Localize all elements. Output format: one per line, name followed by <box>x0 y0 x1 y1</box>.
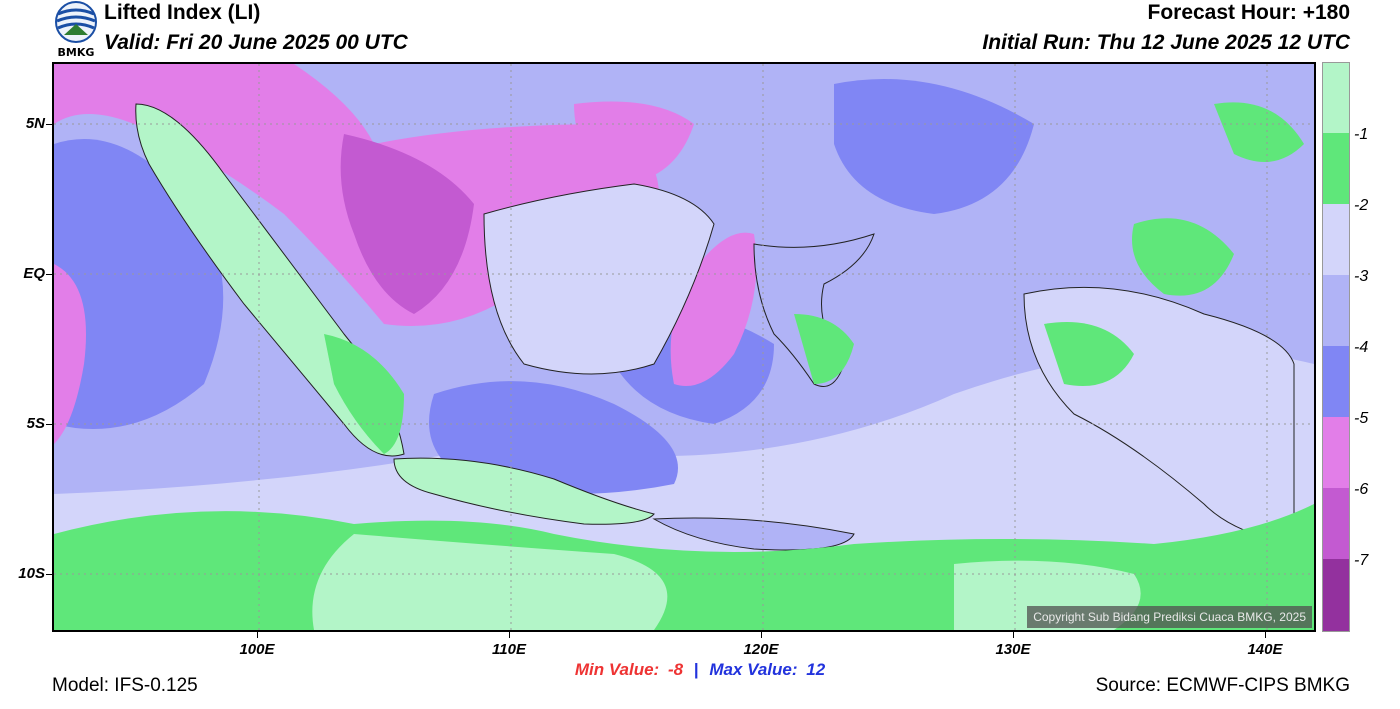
valid-time: Valid: Fri 20 June 2025 00 UTC <box>104 31 408 54</box>
min-value-label: Min Value: <box>574 660 660 679</box>
lon-label-140e: 140E <box>1247 641 1283 658</box>
colorbar-segment <box>1323 204 1349 275</box>
colorbar-segment <box>1323 559 1349 631</box>
colorbar-segment <box>1323 488 1349 559</box>
colorbar-label: -3 <box>1354 268 1369 285</box>
min-max-separator: | <box>693 660 699 679</box>
min-value: -8 <box>667 660 684 679</box>
model-info: Model: IFS-0.125 <box>52 675 198 696</box>
lon-label-120e: 120E <box>743 641 779 658</box>
lat-label-eq: EQ <box>23 265 45 282</box>
colorbar-label: -5 <box>1354 410 1369 427</box>
lon-label-130e: 130E <box>995 641 1031 658</box>
colorbar-segment <box>1323 133 1349 204</box>
min-max-values: Min Value: -8 | Max Value: 12 <box>0 660 1400 680</box>
initial-run: Initial Run: Thu 12 June 2025 12 UTC <box>982 31 1350 54</box>
colorbar-label: -4 <box>1354 339 1369 356</box>
colorbar-segment <box>1323 275 1349 346</box>
lat-tick <box>46 274 52 275</box>
source-info: Source: ECMWF-CIPS BMKG <box>1095 675 1350 696</box>
lon-tick <box>1265 632 1266 638</box>
colorbar-segment <box>1323 63 1349 133</box>
lat-tick <box>46 424 52 425</box>
colorbar-label: -7 <box>1354 552 1369 569</box>
colorbar-label: -2 <box>1354 197 1369 214</box>
lifted-index-field <box>54 64 1314 630</box>
forecast-hour: Forecast Hour: +180 <box>1147 1 1351 24</box>
lon-label-100e: 100E <box>239 641 275 658</box>
copyright-notice: Copyright Sub Bidang Prediksi Cuaca BMKG… <box>1027 606 1312 628</box>
lat-tick <box>46 574 52 575</box>
bmkg-logo-icon <box>52 0 100 62</box>
lat-label-5s: 5S <box>26 415 45 432</box>
chart-title: Lifted Index (LI) <box>104 1 261 24</box>
colorbar-segment <box>1323 417 1349 488</box>
colorbar-segment <box>1323 346 1349 417</box>
colorbar-label: -1 <box>1354 126 1369 143</box>
colorbar-label: -6 <box>1354 481 1369 498</box>
max-value: 12 <box>806 660 826 679</box>
colorbar <box>1322 62 1350 632</box>
lon-tick <box>257 632 258 638</box>
lon-tick <box>1013 632 1014 638</box>
lon-label-110e: 110E <box>492 641 526 658</box>
lat-label-5n: 5N <box>25 115 45 132</box>
max-value-label: Max Value: <box>709 660 798 679</box>
logo-text: BMKG <box>57 46 95 59</box>
lon-tick <box>761 632 762 638</box>
lat-label-10s: 10S <box>18 565 45 582</box>
lon-tick <box>509 632 510 638</box>
lat-tick <box>46 124 52 125</box>
map-panel: Copyright Sub Bidang Prediksi Cuaca BMKG… <box>52 62 1316 632</box>
